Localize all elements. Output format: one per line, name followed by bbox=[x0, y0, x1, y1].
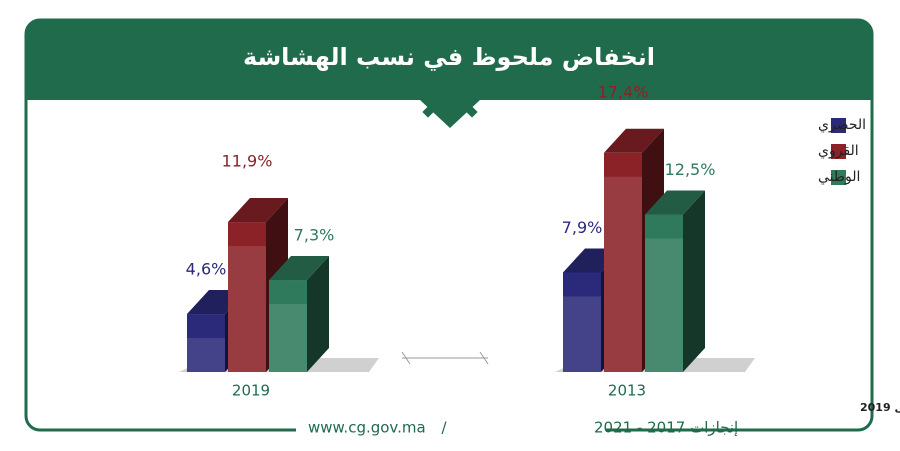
bar-highlight bbox=[563, 296, 601, 372]
legend-label: الحضري bbox=[818, 117, 866, 133]
bar-side bbox=[307, 256, 329, 372]
legend-swatch bbox=[831, 118, 846, 133]
chart-title: انخفاض ملحوظ في نسب الهشاشة bbox=[243, 43, 655, 71]
value-label: 7,9% bbox=[562, 218, 603, 237]
bar-top bbox=[645, 190, 705, 215]
value-label: 4,6% bbox=[186, 260, 227, 279]
value-label: 17,4% bbox=[598, 82, 649, 101]
legend-label: القروي bbox=[818, 143, 859, 159]
bar-front bbox=[645, 214, 683, 372]
legend-swatch bbox=[831, 170, 846, 185]
bar-front bbox=[269, 280, 307, 372]
source-note: المصدر: المندوبية السامية للتخطيط، البحث… bbox=[860, 401, 900, 414]
bar-highlight bbox=[269, 304, 307, 372]
value-label: 12,5% bbox=[665, 160, 716, 179]
bar-highlight bbox=[645, 238, 683, 372]
bar-top bbox=[228, 198, 288, 223]
bar-front bbox=[228, 222, 266, 372]
bar-top bbox=[269, 256, 329, 281]
x-tick-label: 2019 bbox=[232, 382, 270, 400]
bar-front bbox=[563, 272, 601, 372]
legend-swatch bbox=[831, 144, 846, 159]
bar-highlight bbox=[187, 338, 225, 372]
footer-label: إنجازات 2017 - 2021 bbox=[594, 419, 738, 437]
bar-front bbox=[187, 314, 225, 372]
bar-highlight bbox=[228, 246, 266, 372]
value-label: 11,9% bbox=[222, 152, 273, 171]
legend-label: الوطني bbox=[818, 169, 860, 185]
x-tick-label: 2013 bbox=[608, 382, 646, 400]
bar bbox=[645, 190, 705, 372]
value-label: 7,3% bbox=[294, 226, 335, 245]
divider bbox=[401, 351, 489, 365]
header-band bbox=[26, 20, 872, 100]
bar-highlight bbox=[604, 176, 642, 372]
bar bbox=[269, 256, 329, 372]
footer-site: www.cg.gov.ma bbox=[308, 419, 426, 437]
bar-top bbox=[604, 128, 664, 153]
bar-front bbox=[604, 152, 642, 372]
bar-side bbox=[683, 190, 705, 372]
footer-separator: / bbox=[441, 419, 447, 437]
